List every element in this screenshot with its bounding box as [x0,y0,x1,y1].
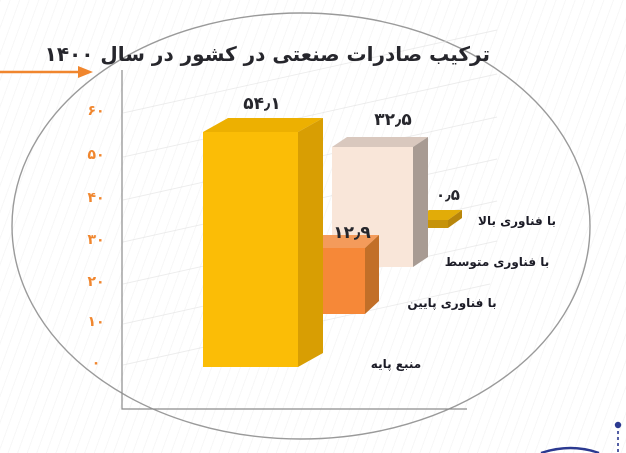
ytick-30: ۳۰ [87,232,105,248]
axis-lines [121,70,467,410]
logo-dot-icon [614,421,622,429]
ytick-60: ۶۰ [87,103,105,119]
ellipse-border [11,12,591,440]
value-label-medium-tech: ۳۲٫۵ [374,110,412,130]
ytick-10: ۱۰ [87,314,105,330]
value-label-high-tech: ۰٫۵ [436,186,460,204]
category-label-medium-tech: با فناوری متوسط [444,255,550,269]
pointer-arrow-icon [0,66,93,78]
bar-basic-resource [203,118,323,367]
category-label-basic-resource: منبع پایه [370,357,422,371]
category-label-high-tech: با فناوری بالا [478,214,556,228]
category-label-low-tech: با فناوری پایین [407,296,497,310]
chart-title: ترکیب صادرات صنعتی در کشور در سال ۱۴۰۰ [44,42,490,66]
ytick-20: ۲۰ [87,274,105,290]
logo-fragment [540,421,622,453]
value-label-basic-resource: ۵۴٫۱ [243,94,281,114]
value-label-low-tech: ۱۲٫۹ [333,223,371,243]
ytick-40: ۴۰ [87,190,105,206]
ytick-0: ۰ [91,355,101,371]
ytick-50: ۵۰ [87,147,105,163]
logo-arc [540,446,600,453]
